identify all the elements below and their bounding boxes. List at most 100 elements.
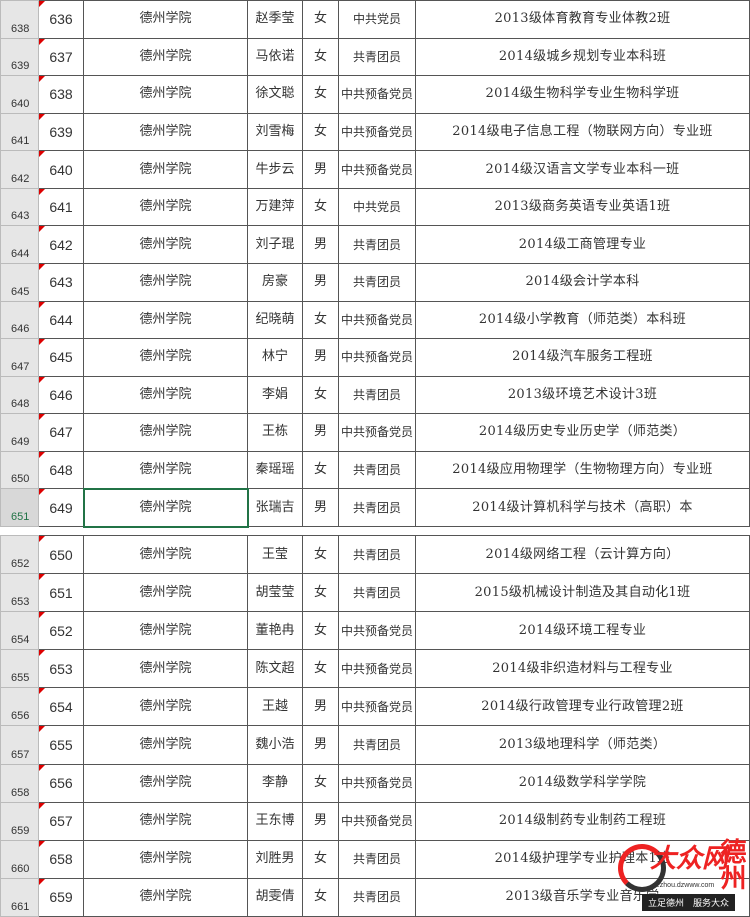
cell-political-status[interactable]: 中共预备党员 <box>338 300 416 340</box>
cell-number[interactable]: 640 <box>38 150 84 189</box>
cell-class[interactable]: 2014级计算机科学与技术（高职）本 <box>415 488 750 527</box>
cell-political-status[interactable]: 共青团员 <box>338 573 416 613</box>
cell-name[interactable]: 刘子琨 <box>247 225 303 264</box>
cell-name[interactable]: 万建萍 <box>247 187 303 227</box>
cell-number[interactable]: 648 <box>38 450 84 490</box>
cell-gender[interactable]: 女 <box>302 37 339 77</box>
cell-class[interactable]: 2014级城乡规划专业本科班 <box>415 37 750 77</box>
cell-name[interactable]: 王越 <box>247 687 303 727</box>
cell-name[interactable]: 纪晓萌 <box>247 300 303 340</box>
cell-name[interactable]: 胡莹莹 <box>247 573 303 613</box>
cell-political-status[interactable]: 中共预备党员 <box>338 801 416 841</box>
cell-school[interactable]: 德州学院 <box>83 300 248 340</box>
cell-gender[interactable]: 女 <box>302 450 339 490</box>
cell-gender[interactable]: 女 <box>302 187 339 227</box>
cell-name[interactable]: 王栋 <box>247 413 303 452</box>
cell-class[interactable]: 2015级机械设计制造及其自动化1班 <box>415 573 750 613</box>
cell-number[interactable]: 644 <box>38 300 84 340</box>
cell-class[interactable]: 2013级商务英语专业英语1班 <box>415 187 750 227</box>
row-header[interactable]: 648 <box>0 375 39 415</box>
row-header[interactable]: 660 <box>0 839 39 879</box>
cell-gender[interactable]: 男 <box>302 687 339 727</box>
cell-gender[interactable]: 男 <box>302 338 339 377</box>
cell-gender[interactable]: 女 <box>302 375 339 415</box>
row-header[interactable]: 652 <box>0 534 39 575</box>
cell-name[interactable]: 徐文聪 <box>247 75 303 114</box>
cell-class[interactable]: 2014级非织造材料与工程专业 <box>415 649 750 689</box>
cell-political-status[interactable]: 中共预备党员 <box>338 413 416 452</box>
cell-gender[interactable]: 女 <box>302 0 339 39</box>
cell-number[interactable]: 639 <box>38 112 84 152</box>
cell-gender[interactable]: 男 <box>302 488 339 527</box>
cell-school[interactable]: 德州学院 <box>83 725 248 765</box>
cell-political-status[interactable]: 中共党员 <box>338 0 416 39</box>
row-header[interactable]: 656 <box>0 687 39 727</box>
cell-class[interactable]: 2014级制药专业制药工程班 <box>415 801 750 841</box>
cell-political-status[interactable]: 中共预备党员 <box>338 150 416 189</box>
cell-number[interactable]: 637 <box>38 37 84 77</box>
cell-gender[interactable]: 男 <box>302 262 339 302</box>
cell-school[interactable]: 德州学院 <box>83 534 248 575</box>
cell-school[interactable]: 德州学院 <box>83 573 248 613</box>
cell-class[interactable]: 2014级网络工程（云计算方向） <box>415 534 750 575</box>
cell-school[interactable]: 德州学院 <box>83 225 248 264</box>
cell-class[interactable]: 2014级应用物理学（生物物理方向）专业班 <box>415 450 750 490</box>
cell-name[interactable]: 李静 <box>247 763 303 803</box>
cell-school[interactable]: 德州学院 <box>83 450 248 490</box>
cell-number[interactable]: 658 <box>38 839 84 879</box>
cell-school[interactable]: 德州学院 <box>83 375 248 415</box>
cell-gender[interactable]: 女 <box>302 763 339 803</box>
row-header[interactable]: 643 <box>0 187 39 227</box>
cell-number[interactable]: 652 <box>38 611 84 651</box>
row-header[interactable]: 659 <box>0 801 39 841</box>
cell-school[interactable]: 德州学院 <box>83 839 248 879</box>
cell-school[interactable]: 德州学院 <box>83 763 248 803</box>
cell-school[interactable]: 德州学院 <box>83 649 248 689</box>
cell-gender[interactable]: 女 <box>302 75 339 114</box>
cell-school[interactable]: 德州学院 <box>83 801 248 841</box>
cell-number[interactable]: 642 <box>38 225 84 264</box>
cell-gender[interactable]: 男 <box>302 150 339 189</box>
row-header[interactable]: 653 <box>0 573 39 613</box>
cell-political-status[interactable]: 中共预备党员 <box>338 763 416 803</box>
cell-number[interactable]: 647 <box>38 413 84 452</box>
cell-class[interactable]: 2014级小学教育（师范类）本科班 <box>415 300 750 340</box>
cell-political-status[interactable]: 共青团员 <box>338 488 416 527</box>
cell-class[interactable]: 2013级环境艺术设计3班 <box>415 375 750 415</box>
cell-gender[interactable]: 女 <box>302 112 339 152</box>
cell-name[interactable]: 林宁 <box>247 338 303 377</box>
cell-class[interactable]: 2014级工商管理专业 <box>415 225 750 264</box>
cell-name[interactable]: 刘雪梅 <box>247 112 303 152</box>
cell-class[interactable]: 2014级行政管理专业行政管理2班 <box>415 687 750 727</box>
cell-gender[interactable]: 女 <box>302 649 339 689</box>
cell-school[interactable]: 德州学院 <box>82 487 249 528</box>
row-header[interactable]: 641 <box>0 112 39 152</box>
row-header[interactable]: 658 <box>0 763 39 803</box>
cell-number[interactable]: 653 <box>38 649 84 689</box>
cell-gender[interactable]: 女 <box>302 611 339 651</box>
cell-political-status[interactable]: 中共预备党员 <box>338 338 416 377</box>
cell-name[interactable]: 李娟 <box>247 375 303 415</box>
cell-name[interactable]: 王东博 <box>247 801 303 841</box>
cell-class[interactable]: 2014级汉语言文学专业本科一班 <box>415 150 750 189</box>
row-header[interactable]: 640 <box>0 75 39 114</box>
row-header[interactable]: 639 <box>0 37 39 77</box>
cell-name[interactable]: 房豪 <box>247 262 303 302</box>
cell-number[interactable]: 645 <box>38 338 84 377</box>
cell-political-status[interactable]: 共青团员 <box>338 225 416 264</box>
cell-political-status[interactable]: 中共预备党员 <box>338 75 416 114</box>
cell-number[interactable]: 638 <box>38 75 84 114</box>
cell-school[interactable]: 德州学院 <box>83 687 248 727</box>
cell-gender[interactable]: 女 <box>302 839 339 879</box>
cell-number[interactable]: 655 <box>38 725 84 765</box>
cell-school[interactable]: 德州学院 <box>83 37 248 77</box>
cell-political-status[interactable]: 共青团员 <box>338 375 416 415</box>
row-header[interactable]: 661 <box>0 877 39 917</box>
cell-name[interactable]: 马依诺 <box>247 37 303 77</box>
cell-name[interactable]: 张瑞吉 <box>247 488 303 527</box>
row-header[interactable]: 642 <box>0 150 39 189</box>
cell-number[interactable]: 641 <box>38 187 84 227</box>
cell-name[interactable]: 陈文超 <box>247 649 303 689</box>
cell-school[interactable]: 德州学院 <box>83 338 248 377</box>
row-header[interactable]: 644 <box>0 225 39 264</box>
